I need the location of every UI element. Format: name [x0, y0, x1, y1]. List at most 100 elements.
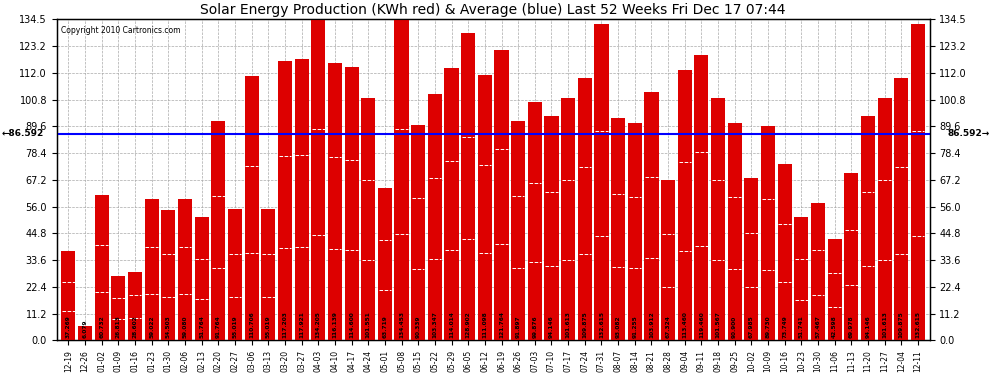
Bar	[61, 251, 75, 340]
Text: 111.098: 111.098	[482, 311, 487, 338]
Text: 121.764: 121.764	[499, 311, 504, 338]
Text: 51.741: 51.741	[799, 315, 804, 338]
Text: 89.730: 89.730	[765, 315, 770, 338]
Bar	[428, 94, 442, 340]
Bar	[661, 180, 675, 340]
Bar	[211, 121, 226, 340]
Bar	[361, 98, 375, 340]
Text: 42.598: 42.598	[833, 315, 838, 338]
Text: 114.014: 114.014	[449, 311, 454, 338]
Text: 69.978: 69.978	[848, 315, 853, 338]
Bar	[811, 203, 825, 340]
Text: 110.706: 110.706	[249, 311, 254, 338]
Text: 60.732: 60.732	[99, 315, 104, 338]
Bar	[844, 173, 858, 340]
Bar	[678, 69, 692, 340]
Bar	[528, 102, 542, 340]
Bar	[178, 199, 192, 340]
Bar	[345, 67, 358, 340]
Text: 51.764: 51.764	[199, 315, 204, 338]
Bar	[245, 76, 258, 340]
Bar	[78, 326, 92, 340]
Bar	[594, 24, 609, 340]
Bar	[777, 164, 792, 340]
Bar	[761, 126, 775, 340]
Text: 90.900: 90.900	[733, 316, 738, 338]
Bar	[111, 276, 126, 340]
Text: 91.255: 91.255	[633, 315, 638, 338]
Bar	[711, 98, 725, 340]
Bar	[911, 24, 925, 340]
Bar	[794, 217, 809, 340]
Text: 114.600: 114.600	[349, 311, 354, 338]
Text: 119.460: 119.460	[699, 311, 704, 338]
Bar	[278, 61, 292, 340]
Text: 103.347: 103.347	[433, 311, 438, 338]
Bar	[311, 20, 326, 340]
Bar	[445, 68, 458, 340]
Bar	[744, 178, 758, 340]
Text: 37.269: 37.269	[66, 315, 71, 338]
Text: 132.615: 132.615	[599, 311, 604, 338]
Bar	[728, 123, 742, 340]
Bar	[561, 98, 575, 340]
Text: 86.592→: 86.592→	[947, 129, 989, 138]
Bar	[611, 118, 626, 340]
Text: 134.453: 134.453	[399, 311, 404, 338]
Bar	[261, 209, 275, 340]
Bar	[128, 272, 143, 340]
Bar	[861, 116, 875, 340]
Text: 93.082: 93.082	[616, 315, 621, 338]
Text: 132.615: 132.615	[916, 311, 921, 338]
Bar	[478, 75, 492, 340]
Bar	[195, 217, 209, 340]
Text: 67.324: 67.324	[665, 315, 670, 338]
Text: 59.080: 59.080	[182, 315, 187, 338]
Text: 99.876: 99.876	[533, 315, 538, 338]
Bar	[628, 123, 642, 340]
Text: 94.146: 94.146	[865, 315, 870, 338]
Text: 90.339: 90.339	[416, 315, 421, 338]
Text: 101.551: 101.551	[365, 311, 370, 338]
Text: 54.503: 54.503	[166, 315, 171, 338]
Bar	[394, 20, 409, 340]
Bar	[894, 78, 909, 340]
Text: 59.022: 59.022	[149, 315, 154, 338]
Bar	[494, 50, 509, 340]
Bar	[411, 125, 426, 340]
Text: 6.079: 6.079	[82, 320, 87, 338]
Text: 26.813: 26.813	[116, 315, 121, 338]
Bar	[378, 188, 392, 340]
Text: 117.203: 117.203	[282, 311, 287, 338]
Text: 91.764: 91.764	[216, 315, 221, 338]
Bar	[328, 63, 342, 340]
Text: 109.875: 109.875	[582, 311, 587, 338]
Text: 103.912: 103.912	[648, 311, 654, 338]
Text: 28.602: 28.602	[133, 315, 138, 338]
Text: 55.019: 55.019	[233, 315, 238, 338]
Text: 67.985: 67.985	[748, 315, 754, 338]
Bar	[578, 78, 592, 340]
Text: 134.205: 134.205	[316, 311, 321, 338]
Bar	[828, 238, 842, 340]
Text: 117.921: 117.921	[299, 311, 304, 338]
Text: Copyright 2010 Cartronics.com: Copyright 2010 Cartronics.com	[61, 26, 180, 35]
Text: 57.467: 57.467	[816, 315, 821, 338]
Bar	[461, 33, 475, 340]
Bar	[295, 59, 309, 340]
Bar	[95, 195, 109, 340]
Text: 63.719: 63.719	[382, 315, 387, 338]
Bar	[161, 210, 175, 340]
Bar	[145, 200, 158, 340]
Text: 94.146: 94.146	[549, 315, 554, 338]
Text: 101.567: 101.567	[716, 311, 721, 338]
Bar	[544, 116, 558, 340]
Text: 73.749: 73.749	[782, 315, 787, 338]
Bar	[511, 121, 526, 340]
Text: 116.139: 116.139	[333, 311, 338, 338]
Text: 101.613: 101.613	[882, 311, 887, 338]
Text: 55.019: 55.019	[265, 315, 271, 338]
Bar	[694, 55, 709, 340]
Text: 113.460: 113.460	[682, 311, 687, 338]
Bar	[228, 209, 243, 340]
